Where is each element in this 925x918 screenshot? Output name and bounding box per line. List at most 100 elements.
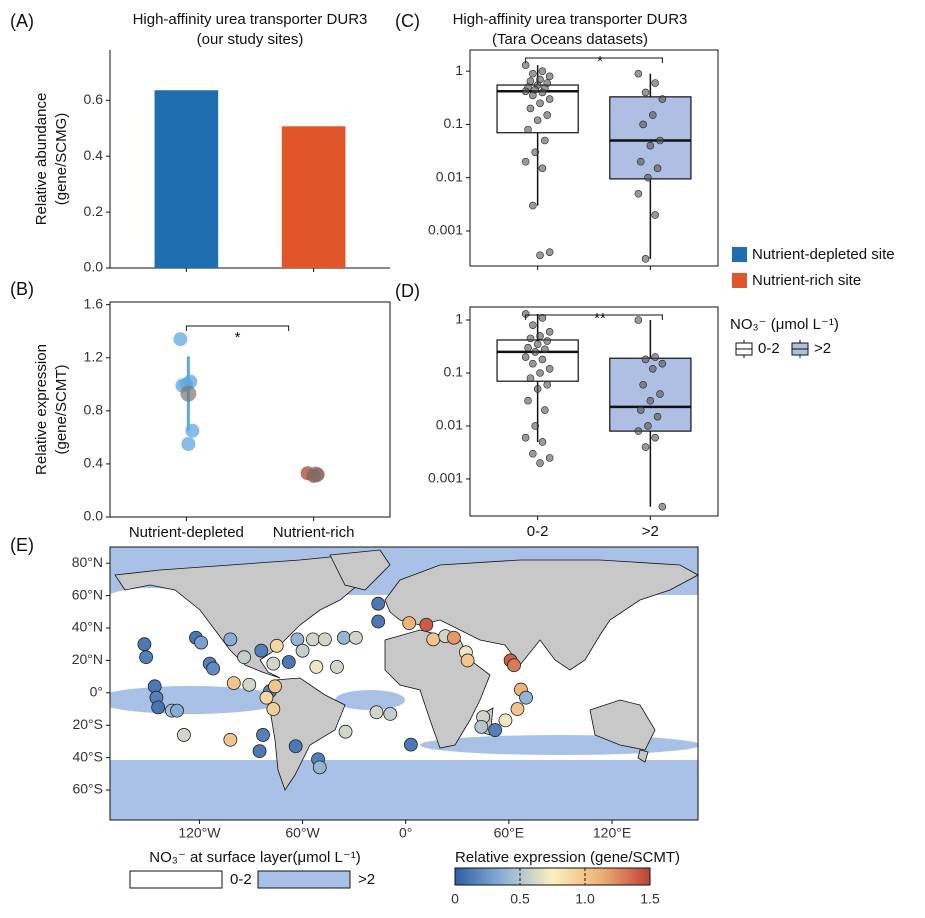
data-point — [524, 396, 532, 405]
sample-site — [338, 724, 353, 739]
data-point — [538, 88, 547, 97]
sample-site — [151, 700, 166, 715]
legend-label: >2 — [814, 340, 831, 357]
data-point — [646, 141, 655, 150]
data-point — [521, 353, 530, 361]
data-point — [521, 433, 530, 442]
data-point — [656, 136, 664, 145]
data-point — [658, 359, 667, 368]
data-point — [529, 359, 537, 368]
sample-site — [256, 728, 270, 742]
data-point — [529, 321, 537, 329]
map-background — [110, 547, 698, 820]
colorbar-tick-label: 0 — [451, 891, 459, 907]
sample-site — [170, 703, 184, 718]
y-tick-label: 0.001 — [428, 470, 463, 486]
data-point — [651, 353, 659, 361]
data-point — [641, 443, 650, 451]
data-point — [641, 255, 650, 263]
data-point — [533, 340, 542, 348]
sample-site — [252, 744, 267, 759]
plot-frame — [469, 306, 719, 517]
bar — [281, 126, 346, 268]
y-tick-label: 0.4 — [84, 147, 104, 163]
sample-site — [226, 676, 241, 690]
sample-site — [403, 737, 418, 752]
sample-site — [383, 706, 398, 721]
greenland — [329, 549, 391, 591]
data-point — [656, 390, 664, 398]
data-point — [533, 116, 542, 125]
legend-label: Nutrient-rich site — [752, 272, 861, 289]
significance-label: * — [235, 329, 241, 346]
sample-site — [177, 728, 191, 742]
sample-site — [419, 617, 434, 632]
legend-label: 0-2 — [758, 340, 780, 357]
x-tick-label: Nutrient-rich — [273, 524, 355, 541]
ocean-low-no3 — [110, 588, 195, 612]
bar — [154, 90, 219, 268]
y-tick-label: 0.001 — [428, 222, 463, 238]
x-tick-label: 0-2 — [527, 523, 549, 540]
sample-site — [460, 653, 475, 668]
chart-subtitle: (Tara Oceans datasets) — [492, 31, 648, 48]
sample-site — [336, 630, 351, 645]
sample-site — [290, 632, 305, 647]
tasmania-nz — [637, 749, 649, 763]
sample-site — [488, 723, 503, 737]
data-point — [531, 148, 540, 157]
sample-site — [507, 658, 521, 673]
y-tick-label: 80°N — [72, 554, 103, 570]
data-point — [648, 111, 657, 119]
sample-site — [305, 632, 320, 647]
map-frame — [109, 546, 699, 821]
ocean-high-no3 — [420, 735, 698, 755]
y-tick-label: 1.2 — [84, 348, 104, 364]
sample-site — [474, 719, 489, 734]
sample-site — [312, 760, 327, 775]
data-point — [644, 422, 652, 430]
data-point — [529, 91, 537, 100]
y-tick-label: 40°N — [72, 619, 103, 635]
sample-site — [223, 732, 238, 747]
data-point — [641, 355, 650, 364]
y-tick-label: 40°S — [72, 748, 103, 764]
sample-site — [519, 690, 533, 705]
data-point — [529, 449, 537, 458]
x-tick-label: Nutrient-depleted — [129, 524, 244, 541]
y-axis-label: (gene/SCMG) — [53, 113, 70, 206]
x-tick-label: 120°W — [178, 825, 221, 841]
panel-label: (E) — [10, 535, 34, 555]
data-point — [653, 164, 662, 173]
colorbar-title: Relative expression (gene/SCMT) — [455, 849, 680, 866]
colorbar — [454, 867, 651, 886]
y-tick-label: 0.01 — [436, 168, 463, 184]
y-tick-label: 20°S — [72, 716, 103, 732]
data-point — [634, 189, 643, 198]
data-point — [545, 364, 554, 373]
chart-title: High-affinity urea transporter DUR3 — [133, 11, 368, 28]
y-tick-label: 0.2 — [84, 203, 104, 219]
y-axis-label: Relative abundance — [33, 93, 50, 226]
australia — [589, 699, 656, 751]
y-tick-label: 0° — [90, 684, 103, 700]
y-tick-label: 0.8 — [84, 402, 104, 418]
data-point — [651, 211, 659, 219]
data-point — [641, 88, 650, 97]
data-point — [651, 79, 659, 87]
sample-site — [254, 643, 269, 658]
sample-site — [288, 739, 303, 754]
x-tick-label: 0° — [399, 825, 412, 841]
data-point — [538, 314, 547, 322]
sample-site — [371, 596, 386, 611]
data-point — [646, 396, 655, 405]
y-tick-label: 60°S — [72, 781, 103, 797]
x-tick-label: >2 — [642, 523, 659, 540]
y-tick-label: 1 — [455, 62, 463, 78]
data-point — [181, 437, 196, 452]
y-axis-label: Relative expression — [33, 344, 50, 475]
data-point — [545, 95, 554, 103]
sample-site — [281, 655, 296, 669]
data-point — [524, 343, 532, 352]
